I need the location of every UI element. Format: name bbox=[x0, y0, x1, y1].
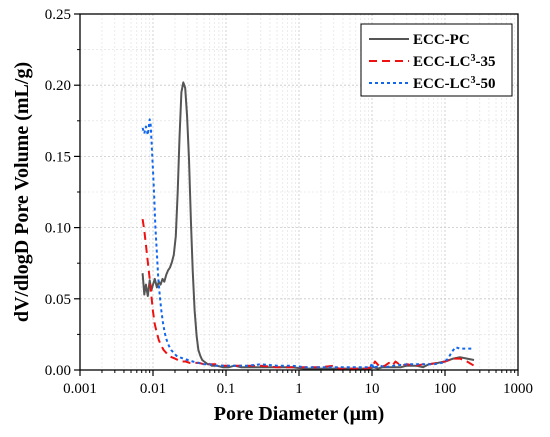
series-line-0 bbox=[141, 81, 475, 370]
x-tick-label: 10 bbox=[365, 381, 380, 397]
y-tick-label: 0.25 bbox=[45, 7, 71, 23]
x-axis-title: Pore Diameter (μm) bbox=[214, 403, 385, 425]
y-tick-label: 0.15 bbox=[45, 149, 71, 165]
y-tick-label: 0.10 bbox=[45, 221, 71, 237]
legend: ECC-PC ECC-LC3-35 ECC-LC3-50 bbox=[360, 23, 513, 97]
x-tick-label: 100 bbox=[434, 381, 457, 397]
y-tick-label: 0.05 bbox=[45, 292, 71, 308]
legend-label-1: ECC-LC3-35 bbox=[413, 53, 496, 71]
y-axis-title: dV/dlogD Pore Volume (mL/g) bbox=[11, 62, 33, 322]
x-tick-label: 1000 bbox=[503, 381, 533, 397]
series-lines bbox=[141, 81, 475, 370]
series-line-2 bbox=[141, 118, 474, 370]
axis-ticks: 0.001 0.01 0.1 1 10 100 1000 0.00 0.05 0.10 0.15 0.… bbox=[45, 7, 533, 397]
x-tick-label: 0.001 bbox=[63, 381, 97, 397]
y-tick-label: 0.20 bbox=[45, 78, 71, 94]
y-tick-label: 0.00 bbox=[45, 363, 71, 379]
x-tick-label: 0.01 bbox=[140, 381, 166, 397]
x-tick-label: 0.1 bbox=[217, 381, 236, 397]
x-tick-label: 1 bbox=[295, 381, 303, 397]
legend-label-0: ECC-PC bbox=[413, 32, 470, 48]
legend-label-2: ECC-LC3-50 bbox=[413, 75, 496, 93]
